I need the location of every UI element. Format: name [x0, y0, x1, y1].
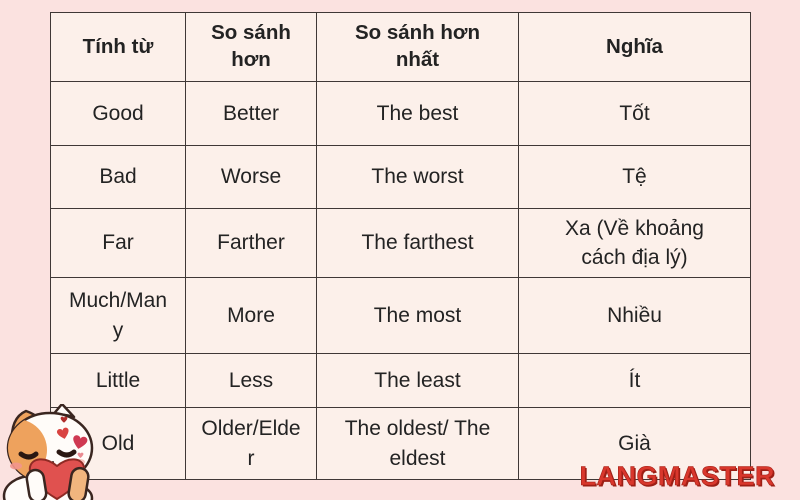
- table-cell: Less: [185, 353, 317, 408]
- table-cell: Good: [50, 81, 186, 146]
- cat-blush-left: [10, 462, 22, 470]
- table-cell: Nhiều: [518, 277, 751, 354]
- table-cell: Far: [50, 208, 186, 278]
- table-cell: Farther: [185, 208, 317, 278]
- table-cell: Worse: [185, 145, 317, 209]
- table-cell: Xa (Về khoảng cách địa lý): [518, 208, 751, 278]
- table-cell: The best: [316, 81, 519, 146]
- table-cell: Much/Many: [50, 277, 186, 354]
- cat-mascot: [2, 404, 94, 500]
- table-row: Much/Many More The most Nhiều: [50, 277, 751, 354]
- table-cell: Bad: [50, 145, 186, 209]
- table-row: Little Less The least Ít: [50, 353, 751, 408]
- header-cell-adjective: Tính từ: [50, 12, 186, 82]
- cat-right-paw: [67, 466, 90, 500]
- table-cell: The most: [316, 277, 519, 354]
- table-cell: More: [185, 277, 317, 354]
- header-cell-superlative: So sánh hơn nhất: [316, 12, 519, 82]
- table-cell: Little: [50, 353, 186, 408]
- header-cell-meaning: Nghĩa: [518, 12, 751, 82]
- header-cell-comparative: So sánh hơn: [185, 12, 317, 82]
- cat-left-eye: [18, 451, 39, 460]
- table-cell: The least: [316, 353, 519, 408]
- table-cell: The worst: [316, 145, 519, 209]
- table-row: Far Farther The farthest Xa (Về khoảng c…: [50, 208, 751, 278]
- table-cell: The farthest: [316, 208, 519, 278]
- table-cell: Tốt: [518, 81, 751, 146]
- cat-left-paw: [25, 468, 48, 500]
- langmaster-logo: LANGMASTER: [579, 461, 775, 492]
- cat-right-eye: [56, 449, 77, 458]
- comparison-table: Tính từ So sánh hơn So sánh hơn nhất Ngh…: [50, 12, 751, 480]
- table-cell: Ít: [518, 353, 751, 408]
- table-cell: The oldest/ The eldest: [316, 407, 519, 480]
- table-cell: Better: [185, 81, 317, 146]
- table-cell: Già: [518, 407, 751, 480]
- table-cell: Tệ: [518, 145, 751, 209]
- table-cell: Older/Elder: [185, 407, 317, 480]
- table-row: Good Better The best Tốt: [50, 81, 751, 146]
- table-header-row: Tính từ So sánh hơn So sánh hơn nhất Ngh…: [50, 12, 751, 82]
- table-row: Bad Worse The worst Tệ: [50, 145, 751, 209]
